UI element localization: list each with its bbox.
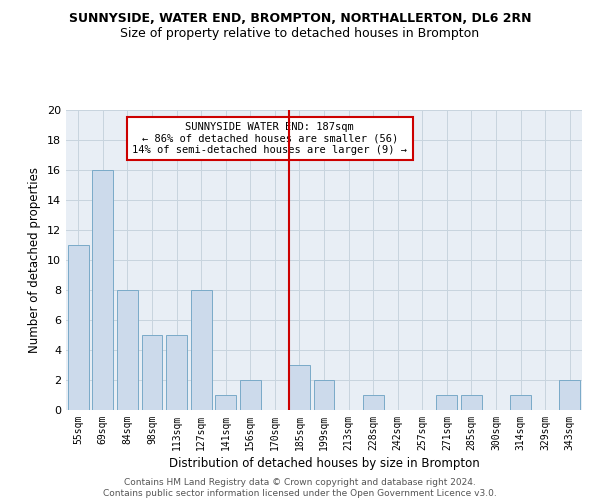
Bar	[215, 395, 236, 410]
Bar	[510, 395, 531, 410]
Text: Size of property relative to detached houses in Brompton: Size of property relative to detached ho…	[121, 28, 479, 40]
Text: SUNNYSIDE, WATER END, BROMPTON, NORTHALLERTON, DL6 2RN: SUNNYSIDE, WATER END, BROMPTON, NORTHALL…	[69, 12, 531, 26]
Bar	[166, 335, 187, 410]
Bar	[191, 290, 212, 410]
Bar	[362, 395, 383, 410]
Bar	[559, 380, 580, 410]
Bar	[461, 395, 482, 410]
Bar	[240, 380, 261, 410]
Bar	[314, 380, 334, 410]
X-axis label: Distribution of detached houses by size in Brompton: Distribution of detached houses by size …	[169, 457, 479, 470]
Y-axis label: Number of detached properties: Number of detached properties	[28, 167, 41, 353]
Bar	[68, 245, 89, 410]
Bar	[117, 290, 138, 410]
Bar	[142, 335, 163, 410]
Bar	[92, 170, 113, 410]
Text: SUNNYSIDE WATER END: 187sqm
← 86% of detached houses are smaller (56)
14% of sem: SUNNYSIDE WATER END: 187sqm ← 86% of det…	[133, 122, 407, 155]
Bar	[289, 365, 310, 410]
Text: Contains HM Land Registry data © Crown copyright and database right 2024.
Contai: Contains HM Land Registry data © Crown c…	[103, 478, 497, 498]
Bar	[436, 395, 457, 410]
